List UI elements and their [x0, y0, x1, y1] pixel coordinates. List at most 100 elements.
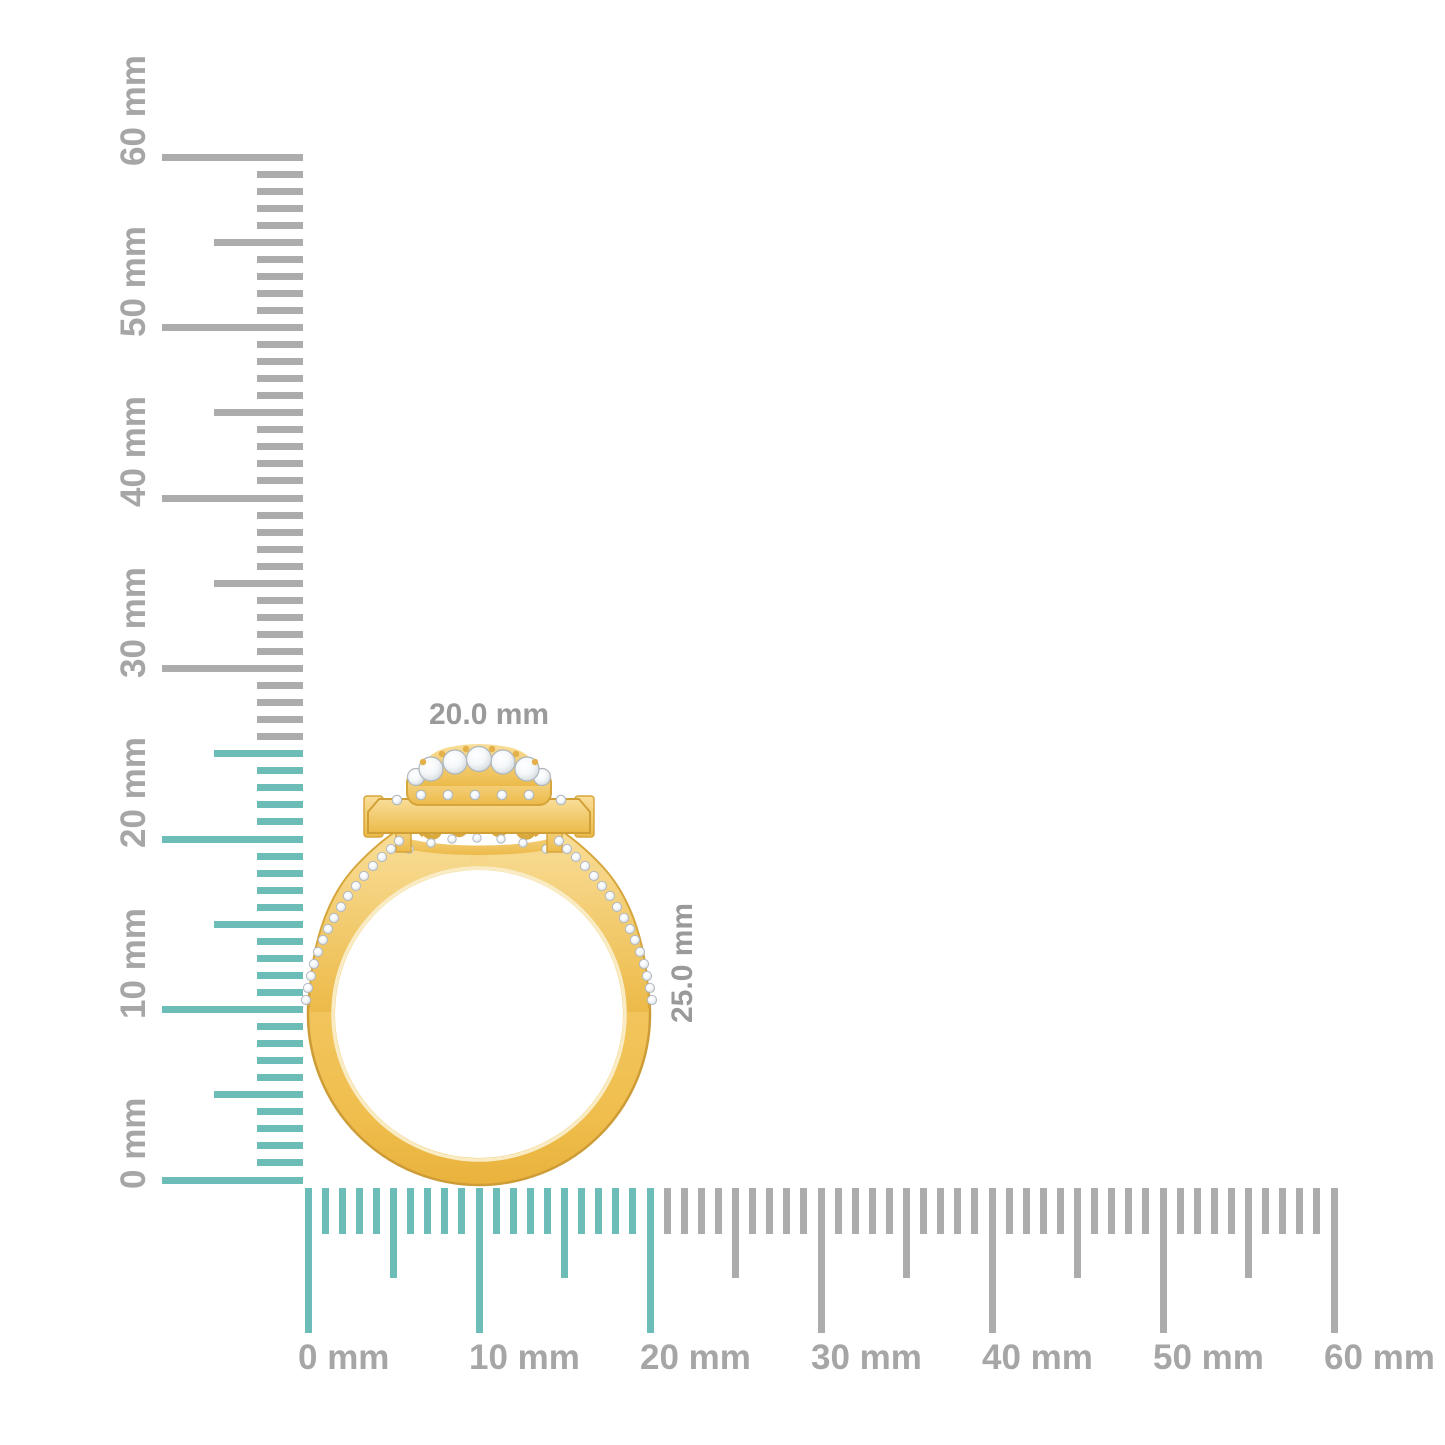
h-ruler-label-40mm: 40 mm	[982, 1338, 1093, 1377]
v-tick-6mm	[257, 1074, 303, 1082]
h-ruler-label-30mm: 30 mm	[811, 1338, 922, 1377]
v-tick-27mm	[257, 716, 303, 724]
cluster-diamonds	[406, 745, 552, 787]
v-tick-21mm	[257, 818, 303, 826]
h-tick-15mm	[561, 1188, 568, 1278]
h-tick-20mm	[646, 1188, 654, 1333]
v-tick-60mm	[162, 153, 303, 161]
v-tick-20mm	[162, 835, 303, 843]
ring-inner-highlight	[331, 866, 627, 1162]
v-tick-31mm	[257, 647, 303, 655]
h-tick-50mm	[1159, 1188, 1167, 1333]
h-tick-54mm	[1227, 1188, 1235, 1234]
v-tick-26mm	[257, 733, 303, 741]
h-tick-3mm	[355, 1188, 363, 1234]
h-tick-18mm	[612, 1188, 620, 1234]
v-tick-34mm	[257, 596, 303, 604]
h-ruler-label-10mm: 10 mm	[469, 1338, 580, 1377]
h-tick-39mm	[971, 1188, 979, 1234]
h-tick-7mm	[424, 1188, 432, 1234]
v-tick-37mm	[257, 545, 303, 553]
v-tick-39mm	[257, 511, 303, 519]
h-tick-57mm	[1279, 1188, 1287, 1234]
v-tick-51mm	[257, 306, 303, 314]
v-tick-58mm	[257, 187, 303, 195]
v-tick-59mm	[257, 170, 303, 178]
v-tick-0mm	[162, 1176, 303, 1184]
h-tick-53mm	[1210, 1188, 1218, 1234]
h-tick-55mm	[1245, 1188, 1252, 1278]
h-tick-10mm	[475, 1188, 483, 1333]
h-tick-45mm	[1074, 1188, 1081, 1278]
v-tick-23mm	[257, 784, 303, 792]
v-tick-9mm	[257, 1023, 303, 1031]
v-tick-49mm	[257, 341, 303, 349]
v-tick-19mm	[257, 852, 303, 860]
h-tick-14mm	[543, 1188, 551, 1234]
v-tick-14mm	[257, 937, 303, 945]
h-tick-8mm	[441, 1188, 449, 1234]
v-tick-16mm	[257, 903, 303, 911]
h-tick-48mm	[1125, 1188, 1133, 1234]
h-tick-11mm	[492, 1188, 500, 1234]
h-tick-22mm	[680, 1188, 688, 1234]
v-tick-12mm	[257, 971, 303, 979]
v-tick-1mm	[257, 1159, 303, 1167]
v-ruler-label-50mm: 50 mm	[114, 225, 153, 337]
h-tick-43mm	[1039, 1188, 1047, 1234]
v-tick-53mm	[257, 272, 303, 280]
h-tick-24mm	[714, 1188, 722, 1234]
h-tick-0mm	[304, 1188, 312, 1333]
ring-inner-hole	[335, 870, 623, 1158]
v-tick-48mm	[257, 358, 303, 366]
v-tick-46mm	[257, 392, 303, 400]
v-tick-13mm	[257, 954, 303, 962]
v-tick-56mm	[257, 221, 303, 229]
h-tick-47mm	[1108, 1188, 1116, 1234]
cluster-prongs	[419, 745, 539, 766]
h-tick-28mm	[783, 1188, 791, 1234]
h-tick-17mm	[595, 1188, 603, 1234]
height-dimension-label: 25.0 mm	[666, 902, 699, 1023]
v-tick-5mm	[214, 1091, 303, 1099]
h-tick-36mm	[920, 1188, 928, 1234]
v-tick-47mm	[257, 375, 303, 383]
v-tick-41mm	[257, 477, 303, 485]
v-tick-8mm	[257, 1040, 303, 1048]
h-tick-1mm	[321, 1188, 329, 1234]
h-ruler-label-50mm: 50 mm	[1153, 1338, 1264, 1377]
h-tick-29mm	[800, 1188, 808, 1234]
h-tick-35mm	[903, 1188, 910, 1278]
h-tick-6mm	[407, 1188, 415, 1234]
v-tick-43mm	[257, 443, 303, 451]
v-tick-10mm	[162, 1006, 303, 1013]
v-ruler-label-0mm: 0 mm	[114, 1097, 153, 1189]
h-tick-34mm	[885, 1188, 893, 1234]
v-tick-30mm	[162, 665, 303, 672]
h-tick-2mm	[338, 1188, 346, 1234]
v-tick-25mm	[214, 750, 303, 758]
v-tick-11mm	[257, 988, 303, 996]
h-ruler-label-0mm: 0 mm	[298, 1338, 390, 1377]
v-ruler-label-40mm: 40 mm	[114, 396, 153, 507]
h-tick-51mm	[1176, 1188, 1184, 1234]
v-tick-17mm	[257, 886, 303, 894]
pave-diamonds	[300, 835, 658, 1006]
h-tick-58mm	[1296, 1188, 1304, 1234]
v-tick-54mm	[257, 255, 303, 263]
v-tick-15mm	[214, 920, 303, 928]
head-flange	[367, 798, 591, 834]
h-tick-33mm	[868, 1188, 876, 1234]
h-tick-16mm	[578, 1188, 586, 1234]
v-tick-35mm	[214, 579, 303, 587]
h-tick-30mm	[817, 1188, 825, 1333]
v-tick-52mm	[257, 289, 303, 297]
v-tick-32mm	[257, 630, 303, 638]
v-tick-4mm	[257, 1108, 303, 1116]
v-tick-29mm	[257, 682, 303, 690]
h-tick-4mm	[372, 1188, 380, 1234]
h-tick-26mm	[749, 1188, 757, 1234]
v-tick-57mm	[257, 204, 303, 212]
